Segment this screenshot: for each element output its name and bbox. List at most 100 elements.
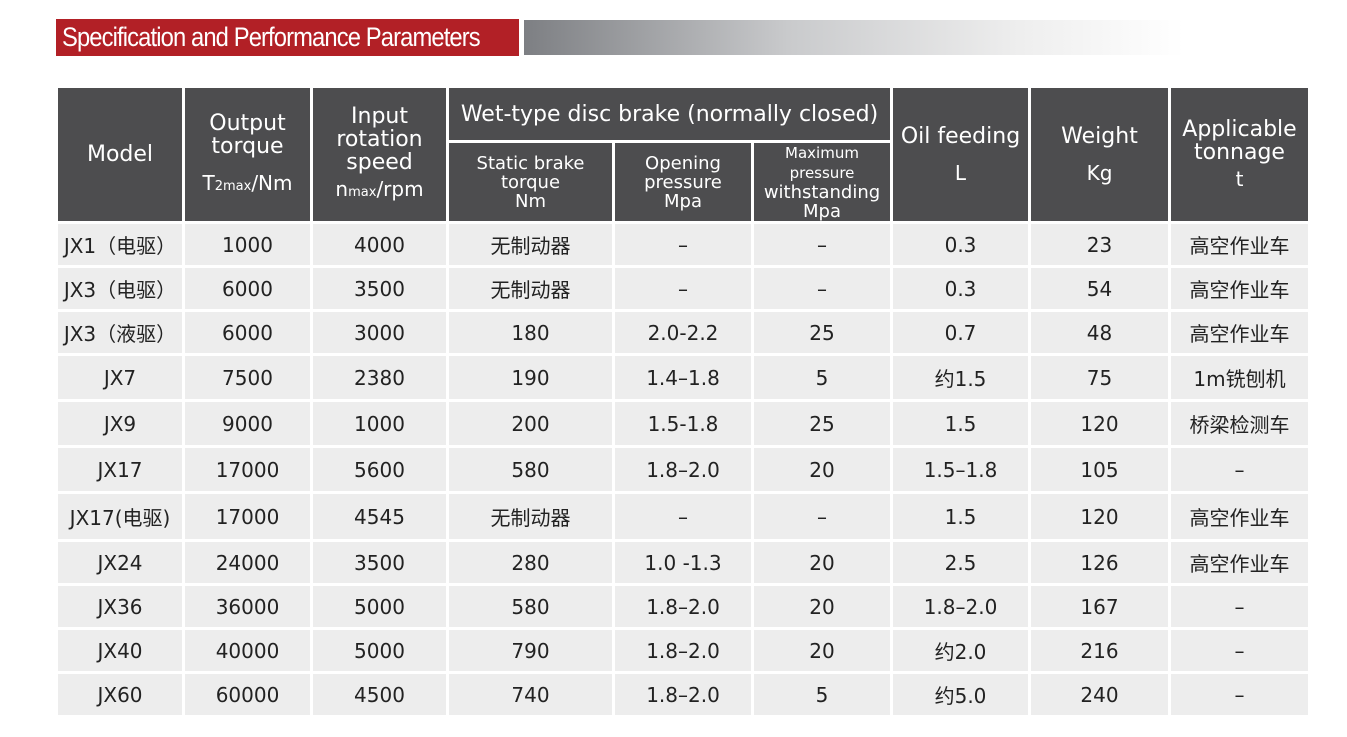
header-static-brake: Static brake torque Nm xyxy=(446,140,615,224)
header-model: Model xyxy=(55,85,185,224)
header-brake-group: Wet-type disc brake (normally closed) xyxy=(446,85,893,143)
cell-max-pressure: 25 xyxy=(751,399,893,448)
unit-rest: /Nm xyxy=(251,170,293,195)
cell-oil-feeding: 1.8–2.0 xyxy=(890,583,1031,630)
cell-opening-pressure: 1.4–1.8 xyxy=(612,353,754,402)
cell-output-torque: 9000 xyxy=(182,399,313,448)
header-label: Output torque xyxy=(209,110,286,159)
section-title-text: Specification and Performance Parameters xyxy=(62,22,481,52)
cell-opening-pressure: 2.0-2.2 xyxy=(612,309,754,356)
cell-input-speed: 2380 xyxy=(310,353,449,402)
header-output-torque: Output torque T2max/Nm xyxy=(182,85,313,224)
cell-output-torque: 7500 xyxy=(182,353,313,402)
cell-max-pressure: 5 xyxy=(751,353,893,402)
table-row: JX36 36000 5000 580 1.8–2.0 20 1.8–2.0 167– xyxy=(55,583,1311,630)
cell-weight: 48 xyxy=(1028,309,1171,356)
table-row: JX9 9000 1000 200 1.5-1.8 25 1.5 120 桥梁检测车 xyxy=(55,399,1311,448)
cell-input-speed: 5600 xyxy=(310,445,449,494)
unit-main: T xyxy=(202,170,215,195)
table-row: JX7 7500 2380 190 1.4–1.8 5 约1.5 75 1m铣刨机 xyxy=(55,353,1311,402)
unit-main: n xyxy=(335,177,349,201)
header-opening-pressure: Opening pressure Mpa xyxy=(612,140,754,224)
unit-rest: /rpm xyxy=(376,177,424,201)
header-unit: Nm xyxy=(515,190,546,212)
cell-static-brake: 200 xyxy=(446,399,615,448)
cell-max-pressure: 5 xyxy=(751,671,893,718)
unit-sub: max xyxy=(348,185,377,200)
cell-max-pressure: 20 xyxy=(751,583,893,630)
header-unit: Mpa xyxy=(803,201,841,222)
header-label: Static brake torque xyxy=(476,152,585,193)
header-unit: L xyxy=(954,160,967,185)
cell-model: JX9 xyxy=(55,399,185,448)
cell-input-speed: 1000 xyxy=(310,399,449,448)
cell-static-brake: 无制动器 xyxy=(446,265,615,312)
cell-oil-feeding: 0.7 xyxy=(890,309,1031,356)
header-label: Opening pressure xyxy=(644,152,722,193)
cell-opening-pressure: – xyxy=(612,491,754,542)
cell-static-brake: 无制动器 xyxy=(446,491,615,542)
cell-model: JX36 xyxy=(55,583,185,630)
header-unit: Mpa xyxy=(664,190,702,212)
cell-weight: 120 xyxy=(1028,399,1171,448)
cell-oil-feeding: 1.5–1.8 xyxy=(890,445,1031,494)
table-row: JX24 24000 3500 280 1.0 -1.3 20 2.5 126 高空作业车 xyxy=(55,539,1311,586)
header-label-2: withstanding xyxy=(763,182,881,203)
cell-tonnage: 桥梁检测车 xyxy=(1168,399,1311,448)
cell-weight: 120 xyxy=(1028,491,1171,542)
cell-weight: 126 xyxy=(1028,539,1171,586)
cell-static-brake: 740 xyxy=(446,671,615,718)
cell-model: JX60 xyxy=(55,671,185,718)
table-row: JX17(电驱) 17000 4545 无制动器 – –1.5 120 高空作业车 xyxy=(55,491,1311,542)
header-unit: t xyxy=(1235,167,1244,191)
cell-oil-feeding: 2.5 xyxy=(890,539,1031,586)
header-label: Applicable tonnage xyxy=(1182,117,1297,165)
cell-opening-pressure: – xyxy=(612,221,754,268)
cell-weight: 105 xyxy=(1028,445,1171,494)
cell-oil-feeding: 0.3 xyxy=(890,221,1031,268)
cell-tonnage: 高空作业车 xyxy=(1168,265,1311,312)
cell-model: JX24 xyxy=(55,539,185,586)
cell-input-speed: 4000 xyxy=(310,221,449,268)
cell-max-pressure: 25 xyxy=(751,309,893,356)
header-unit: nmax/rpm xyxy=(315,177,445,204)
cell-input-speed: 5000 xyxy=(310,583,449,630)
cell-output-torque: 36000 xyxy=(182,583,313,630)
cell-output-torque: 1000 xyxy=(182,221,313,268)
cell-input-speed: 4545 xyxy=(310,491,449,542)
section-title: Specification and Performance Parameters xyxy=(56,19,519,56)
cell-weight: 216 xyxy=(1028,627,1171,674)
cell-model: JX7 xyxy=(55,353,185,402)
header-label: Oil feeding xyxy=(900,123,1021,149)
cell-max-pressure: 20 xyxy=(751,627,893,674)
cell-oil-feeding: 约1.5 xyxy=(890,353,1031,402)
cell-model: JX40 xyxy=(55,627,185,674)
cell-static-brake: 190 xyxy=(446,353,615,402)
header-label: Input rotation speed xyxy=(336,104,423,175)
cell-opening-pressure: 1.8–2.0 xyxy=(612,445,754,494)
cell-tonnage: 高空作业车 xyxy=(1168,491,1311,542)
cell-tonnage: 高空作业车 xyxy=(1168,221,1311,268)
cell-static-brake: 280 xyxy=(446,539,615,586)
cell-max-pressure: – xyxy=(751,491,893,542)
cell-input-speed: 3500 xyxy=(310,265,449,312)
cell-opening-pressure: – xyxy=(612,265,754,312)
cell-static-brake: 无制动器 xyxy=(446,221,615,268)
unit-sub: 2max xyxy=(214,178,252,194)
cell-model: JX17 xyxy=(55,445,185,494)
table-row: JX40 40000 5000 790 1.8–2.0 20 约2.0 216– xyxy=(55,627,1311,674)
cell-tonnage: – xyxy=(1168,627,1311,674)
cell-input-speed: 4500 xyxy=(310,671,449,718)
cell-weight: 167 xyxy=(1028,583,1171,630)
cell-input-speed: 3500 xyxy=(310,539,449,586)
cell-static-brake: 790 xyxy=(446,627,615,674)
header-weight: Weight Kg xyxy=(1028,85,1171,224)
cell-tonnage: – xyxy=(1168,671,1311,718)
cell-output-torque: 17000 xyxy=(182,491,313,542)
header-unit: Kg xyxy=(1086,160,1113,185)
header-label: Maximum pressure xyxy=(785,144,859,183)
cell-output-torque: 60000 xyxy=(182,671,313,718)
cell-static-brake: 580 xyxy=(446,445,615,494)
cell-tonnage: 高空作业车 xyxy=(1168,539,1311,586)
table-row: JX17 17000 5600 580 1.8–2.0 20 1.5–1.8 105– xyxy=(55,445,1311,494)
